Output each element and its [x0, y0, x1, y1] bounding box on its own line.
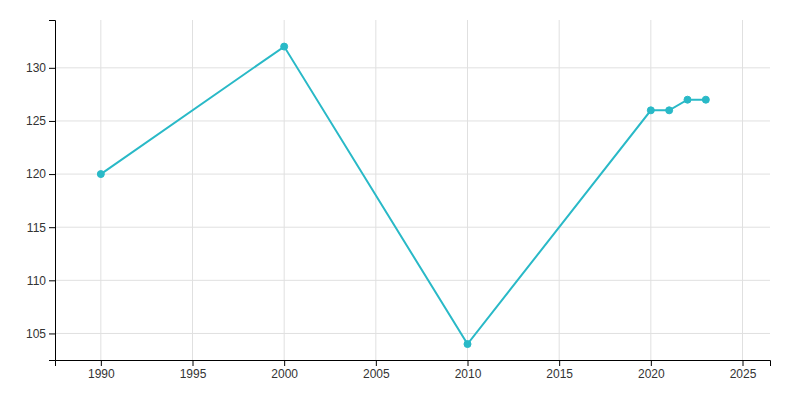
x-tick-mark	[193, 360, 194, 366]
x-tick: 2000	[271, 360, 298, 381]
y-grid-line	[55, 67, 770, 68]
y-axis: 105 110 115 120 125 130	[26, 21, 56, 361]
x-tick-mark	[651, 360, 652, 366]
x-grid-line	[375, 20, 376, 360]
x-tick: 1990	[88, 360, 115, 381]
x-grid-line	[100, 20, 101, 360]
grid	[55, 20, 770, 360]
y-tick: 120	[26, 167, 55, 181]
y-tick: 115	[27, 221, 55, 235]
y-tick-label: 125	[26, 114, 46, 128]
point	[702, 96, 709, 103]
y-tick-mark	[49, 68, 55, 69]
x-tick-label: 2020	[638, 367, 665, 381]
y-tick-mark	[49, 333, 55, 334]
x-tick: 2005	[363, 360, 390, 381]
point	[464, 341, 471, 348]
x-tick-label: 2015	[546, 367, 573, 381]
y-tick: 130	[26, 61, 55, 75]
y-grid-line	[55, 174, 770, 175]
x-tick-label: 2010	[455, 367, 482, 381]
y-tick-label: 130	[26, 61, 46, 75]
x-grid-line	[559, 20, 560, 360]
x-tick-mark	[101, 360, 102, 366]
x-tick-label: 2025	[730, 367, 757, 381]
x-grid-line	[742, 20, 743, 360]
x-tick-mark	[284, 360, 285, 366]
y-tick: 125	[26, 114, 55, 128]
y-axis-line	[49, 21, 56, 361]
x-tick-label: 2000	[271, 367, 298, 381]
x-axis-line	[56, 361, 771, 367]
y-tick-mark	[49, 174, 55, 175]
y-tick: 105	[26, 327, 55, 341]
y-tick-mark	[49, 280, 55, 281]
y-grid-line	[55, 227, 770, 228]
x-grid-line	[284, 20, 285, 360]
y-grid-line	[55, 333, 770, 334]
x-grid-line	[192, 20, 193, 360]
point	[281, 43, 288, 50]
x-tick-label: 1990	[88, 367, 115, 381]
y-grid-line	[55, 120, 770, 121]
marks	[97, 43, 709, 348]
x-tick: 2020	[638, 360, 665, 381]
y-tick: 110	[27, 274, 55, 288]
x-tick-mark	[468, 360, 469, 366]
x-tick-label: 2005	[363, 367, 390, 381]
x-tick: 2015	[546, 360, 573, 381]
x-axis: 1990 1995 2000 2005 2010 2015 2020 2025	[56, 360, 771, 381]
x-grid-line	[467, 20, 468, 360]
x-tick-mark	[559, 360, 560, 366]
line	[101, 47, 706, 345]
x-tick: 2025	[730, 360, 757, 381]
point	[684, 96, 691, 103]
y-tick-mark	[49, 227, 55, 228]
point	[97, 171, 104, 178]
y-tick-label: 115	[27, 221, 46, 235]
chart: 1990 1995 2000 2005 2010 2015 2020 2025 105 110 11…	[0, 0, 800, 400]
x-tick: 1995	[180, 360, 207, 381]
x-tick-label: 1995	[180, 367, 207, 381]
y-tick-label: 105	[26, 327, 46, 341]
y-tick-mark	[49, 121, 55, 122]
plot-area: 1990 1995 2000 2005 2010 2015 2020 2025 105 110 11…	[26, 20, 771, 381]
point	[647, 107, 654, 114]
x-tick-mark	[376, 360, 377, 366]
y-tick-label: 110	[27, 274, 46, 288]
x-grid-line	[650, 20, 651, 360]
x-tick: 2010	[455, 360, 482, 381]
y-grid-line	[55, 280, 770, 281]
point	[666, 107, 673, 114]
x-tick-mark	[743, 360, 744, 366]
y-tick-label: 120	[26, 167, 46, 181]
